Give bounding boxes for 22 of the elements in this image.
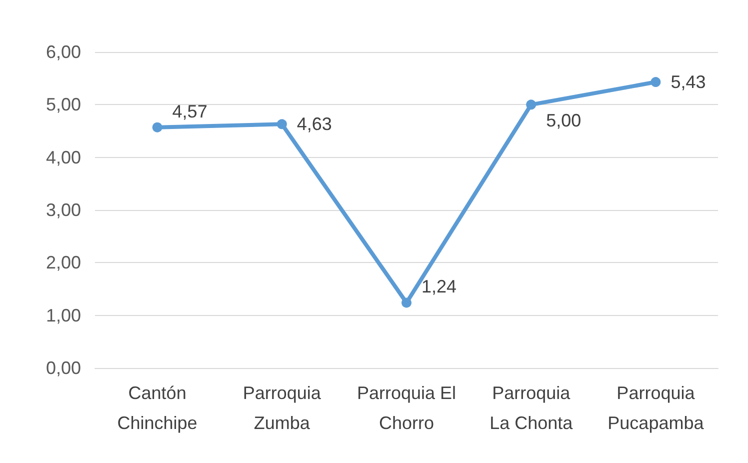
data-label: 4,57 — [172, 101, 208, 122]
point — [152, 122, 162, 132]
data-label: 4,63 — [296, 114, 332, 134]
y-tick-label: 3,00 — [46, 200, 81, 220]
x-tick-label: Parroquia La Chonta — [490, 383, 574, 433]
x-tick-label: Parroquia Zumba — [242, 383, 322, 433]
y-tick-label: 4,00 — [46, 147, 81, 168]
x-tick-label: Parroquia El Chorro — [356, 383, 456, 433]
y-tick-label: 5,00 — [46, 94, 81, 115]
data-label: 5,43 — [670, 72, 706, 92]
y-tick-label: 2,00 — [46, 252, 81, 273]
x-tick-label: Parroquia Pucapamba — [608, 383, 705, 433]
point — [526, 100, 536, 110]
data-label: 1,24 — [422, 276, 457, 297]
y-tick-label: 0,00 — [46, 358, 81, 378]
data-label: 5,00 — [546, 110, 582, 131]
point — [402, 298, 412, 308]
point — [650, 77, 661, 88]
y-tick-label: 1,00 — [46, 305, 81, 326]
x-tick-label: Cantón Chinchipe — [117, 383, 198, 433]
y-tick-label: 6,00 — [46, 42, 81, 62]
point — [276, 119, 287, 130]
